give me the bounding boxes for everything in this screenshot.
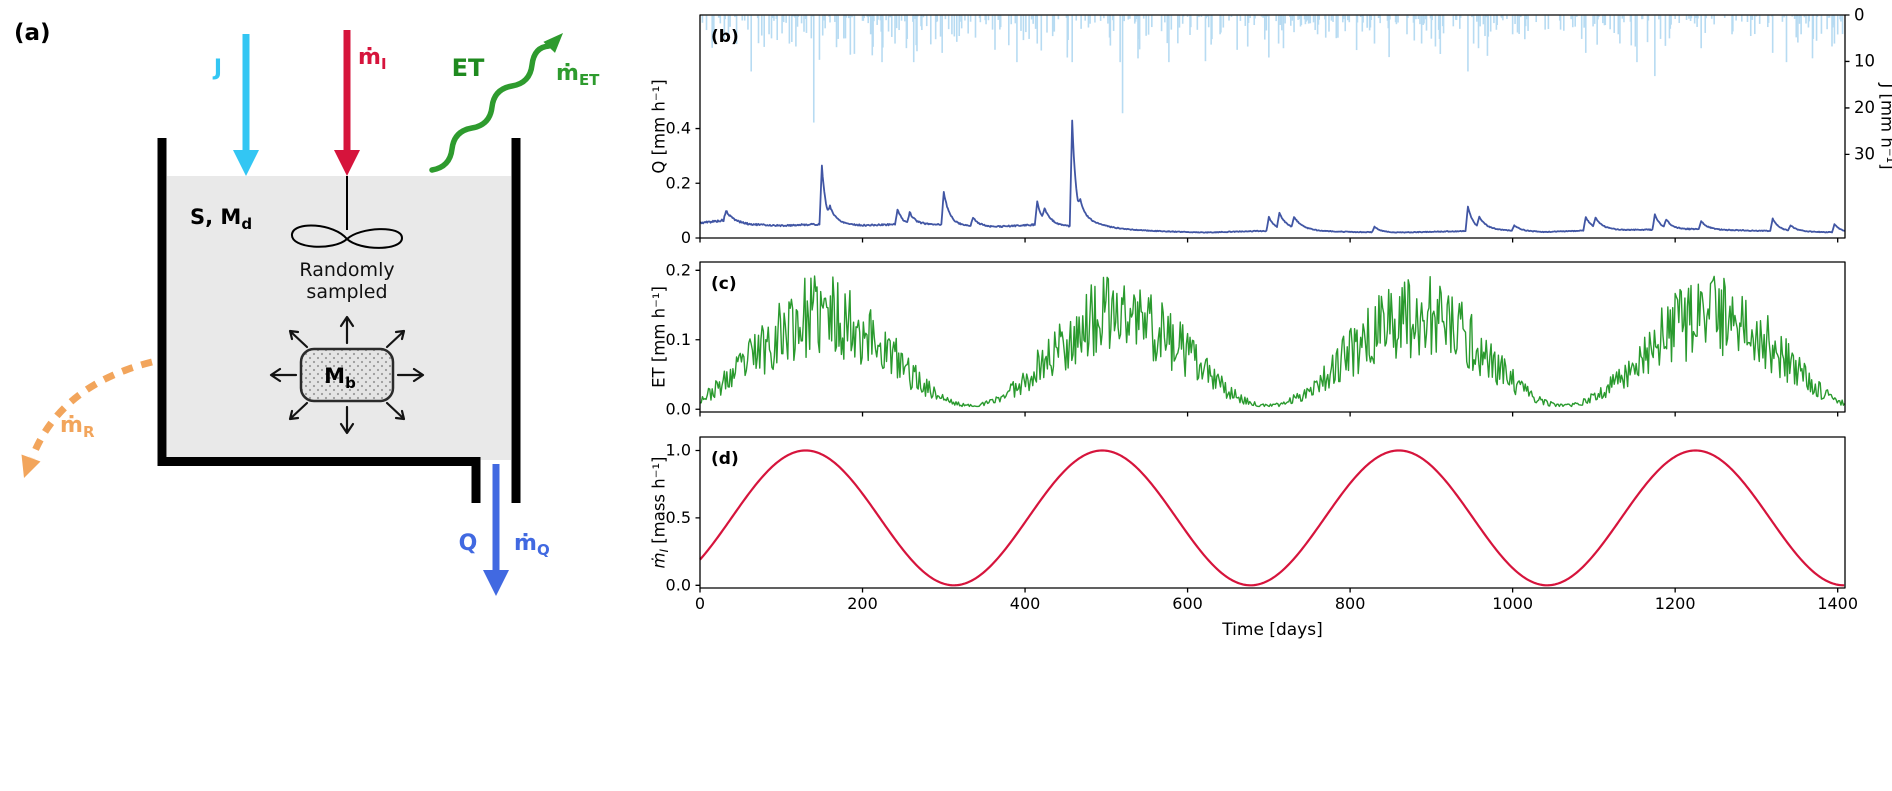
et-label: ET	[452, 54, 485, 82]
dispersion-arrow-left-icon	[269, 367, 298, 383]
evapotranspiration-arrow	[429, 43, 552, 173]
panel-a-label: (a)	[14, 20, 51, 46]
stirrer-propeller-icon	[291, 224, 404, 249]
mass-input-label-base: ṁ	[358, 45, 381, 70]
storage-label: S, Md	[190, 205, 252, 233]
dispersion-arrow-up-left-icon	[288, 329, 309, 349]
tank-diagram: (a) S, Md Randomly sampled Mb J	[14, 20, 600, 596]
dispersion-arrow-down-icon	[339, 405, 355, 435]
mass-input-label: ṁI	[358, 45, 387, 73]
precipitation-arrowhead-icon	[233, 150, 259, 176]
et-mass-label-sub: ET	[579, 71, 600, 89]
bound-mass-label: Mb	[324, 364, 356, 392]
storage-label-sub: d	[241, 215, 252, 233]
timeseries-panels	[640, 0, 1892, 700]
randomly-sampled-caption-line2: sampled	[306, 281, 387, 303]
water-body	[167, 176, 511, 460]
charts-canvas	[640, 0, 1892, 700]
removal-arrowhead-icon	[21, 454, 41, 478]
discharge-label-text: Q	[459, 531, 478, 556]
discharge-mass-label-base: ṁ	[514, 531, 537, 556]
bound-mass-label-sub: b	[345, 374, 356, 392]
removal-arrow	[28, 358, 153, 460]
precipitation-label: J	[212, 56, 222, 81]
bound-mass-box	[299, 347, 395, 403]
discharge-mass-label: ṁQ	[514, 531, 550, 559]
discharge-arrowhead-icon	[483, 570, 509, 596]
et-label-text: ET	[452, 54, 485, 82]
bound-mass-label-base: M	[324, 364, 345, 388]
dispersion-arrow-up-right-icon	[385, 329, 406, 349]
dispersion-arrow-up-icon	[339, 315, 355, 345]
discharge-label: Q	[459, 531, 478, 556]
mass-input-arrowhead-icon	[334, 150, 360, 176]
et-mass-label: ṁET	[556, 61, 600, 89]
removal-label-sub: R	[83, 423, 95, 441]
removal-label: ṁR	[60, 413, 95, 441]
removal-label-base: ṁ	[60, 413, 83, 438]
et-mass-label-base: ṁ	[556, 61, 579, 86]
storage-label-base: S, M	[190, 205, 241, 229]
dispersion-arrow-right-icon	[396, 367, 425, 383]
randomly-sampled-caption-line1: Randomly	[299, 259, 394, 281]
precipitation-label-text: J	[212, 56, 222, 81]
discharge-mass-label-sub: Q	[537, 541, 550, 559]
dispersion-arrow-down-left-icon	[288, 401, 309, 421]
dispersion-arrow-down-right-icon	[385, 401, 406, 421]
evapotranspiration-arrowhead-icon	[543, 33, 563, 53]
mass-input-label-sub: I	[381, 55, 387, 73]
tank-wall-left-bottom	[157, 138, 481, 503]
